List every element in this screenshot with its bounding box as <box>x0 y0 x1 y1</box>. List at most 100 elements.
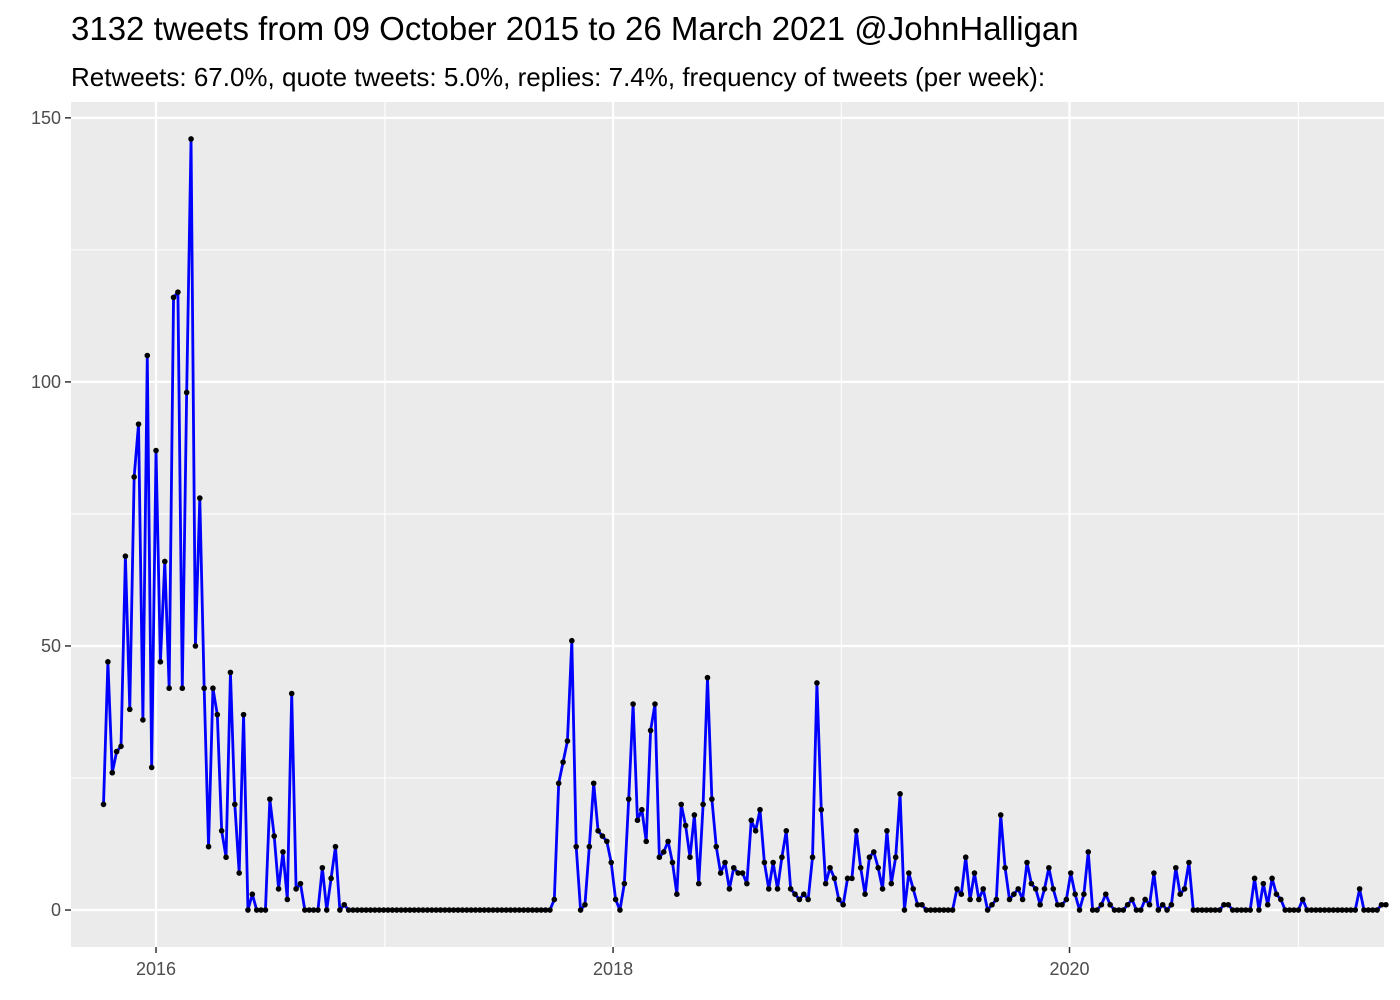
data-point <box>275 886 282 892</box>
data-point <box>1102 891 1109 897</box>
data-point <box>835 896 842 903</box>
data-point <box>560 759 566 765</box>
data-point <box>582 901 588 908</box>
data-point <box>302 907 308 913</box>
data-point <box>586 843 593 850</box>
data-point <box>1212 907 1218 913</box>
data-point <box>1050 886 1057 892</box>
data-point <box>1291 907 1297 913</box>
data-point <box>976 896 982 903</box>
data-point <box>249 891 256 897</box>
data-point <box>525 907 531 913</box>
data-point <box>1208 907 1214 913</box>
data-point <box>1059 901 1065 908</box>
data-point <box>481 907 488 913</box>
data-point <box>1028 880 1035 887</box>
data-point <box>866 854 873 861</box>
data-point <box>411 907 418 913</box>
data-point <box>770 859 776 866</box>
data-point <box>442 907 448 913</box>
data-point <box>844 875 851 882</box>
data-point <box>1137 907 1144 913</box>
data-point <box>1142 896 1148 903</box>
data-point <box>989 901 995 908</box>
data-point <box>669 859 676 866</box>
data-point <box>958 891 965 897</box>
data-point <box>1313 907 1319 913</box>
data-point <box>722 859 728 866</box>
data-point <box>822 880 829 887</box>
data-point <box>783 828 790 834</box>
data-point <box>332 843 339 850</box>
data-point <box>490 907 496 913</box>
data-point <box>280 849 286 855</box>
data-point <box>157 659 164 665</box>
data-point <box>765 886 772 892</box>
y-tick-label: 100 <box>31 372 61 392</box>
data-point <box>1326 907 1332 913</box>
data-point <box>232 801 238 808</box>
data-point <box>779 854 785 861</box>
data-point <box>542 907 549 913</box>
data-point <box>372 907 378 913</box>
data-point <box>113 748 120 755</box>
data-point <box>100 801 107 808</box>
data-point <box>468 907 474 913</box>
data-point <box>253 907 260 913</box>
data-point <box>1369 907 1376 913</box>
data-point <box>647 727 654 734</box>
data-point <box>643 838 650 845</box>
y-axis: 0 50 100 150 <box>31 108 71 920</box>
data-point <box>1304 907 1310 913</box>
data-point <box>1317 907 1324 913</box>
data-point <box>1133 907 1140 913</box>
data-point <box>122 553 129 559</box>
data-point <box>1374 907 1380 913</box>
data-point <box>1330 907 1337 913</box>
data-point <box>529 907 536 913</box>
data-point <box>1264 901 1271 908</box>
data-point <box>744 880 750 887</box>
data-point <box>227 669 234 676</box>
data-point <box>717 870 724 876</box>
data-point <box>621 880 628 887</box>
data-point <box>827 864 833 871</box>
data-point <box>787 886 794 892</box>
data-point <box>407 907 413 913</box>
data-point <box>245 907 251 913</box>
data-point <box>617 907 623 913</box>
data-point <box>1151 870 1157 876</box>
data-point <box>871 849 877 855</box>
data-point <box>1089 907 1096 913</box>
data-point <box>862 891 868 897</box>
data-point <box>472 907 479 913</box>
data-point <box>1225 901 1232 908</box>
data-point <box>376 907 383 913</box>
data-point <box>569 637 575 644</box>
data-point <box>1269 875 1275 882</box>
data-point <box>140 717 146 723</box>
data-point <box>345 907 352 913</box>
data-point <box>1116 907 1122 913</box>
data-point <box>857 864 864 871</box>
data-point <box>284 896 291 903</box>
data-point <box>1124 901 1131 908</box>
data-point <box>774 886 781 892</box>
data-point <box>1334 907 1341 913</box>
data-point <box>1247 907 1253 913</box>
data-point <box>879 886 886 892</box>
data-point <box>350 907 356 913</box>
data-point <box>608 859 615 866</box>
data-point <box>1054 901 1061 908</box>
data-point <box>380 907 387 913</box>
x-tick-label: 2016 <box>136 959 176 979</box>
data-point <box>293 886 299 892</box>
data-point <box>700 801 706 808</box>
data-point <box>695 880 702 887</box>
data-point <box>175 289 181 295</box>
data-point <box>223 854 229 861</box>
data-point <box>319 864 326 871</box>
x-axis: 2016 2018 2020 <box>136 947 1090 979</box>
data-point <box>897 791 903 797</box>
data-point <box>428 907 435 913</box>
